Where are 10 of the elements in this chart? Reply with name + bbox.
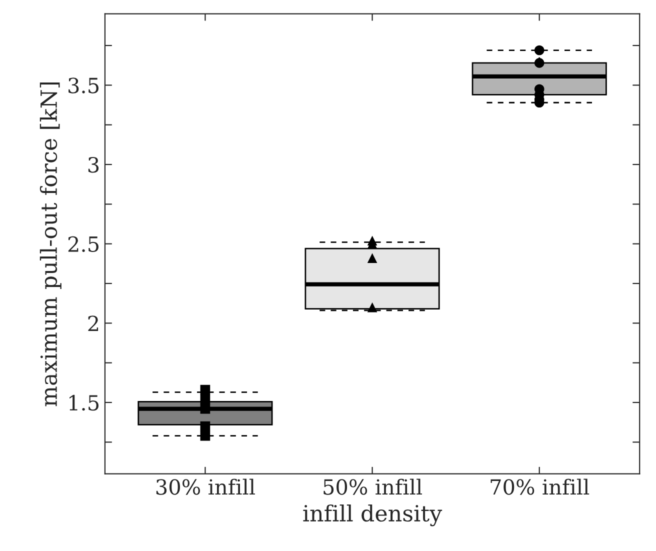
y-tick-label: 2 [88,316,98,332]
y-tick-label: 1.5 [70,394,98,411]
y-tick-label: 3.5 [68,78,98,94]
y-axis-title: maximum pull-out force [kN] [40,82,62,406]
y-tick-label: 2.5 [68,236,98,252]
y-tick-label: 3 [88,156,99,173]
x-tick-label: 50% infill [324,478,422,495]
x-tick-label: 70% infill [490,478,590,495]
x-tick-label: 30% infill [156,478,255,495]
x-axis-title: infill density [303,504,442,526]
